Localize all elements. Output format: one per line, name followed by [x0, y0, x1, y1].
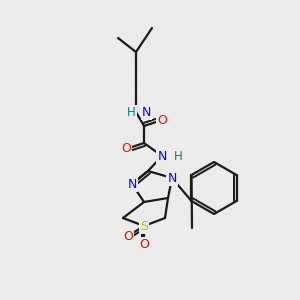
Text: O: O [139, 238, 149, 250]
Text: O: O [123, 230, 133, 242]
Text: N: N [127, 178, 137, 190]
Text: H: H [127, 106, 136, 118]
Text: H: H [174, 149, 183, 163]
Text: S: S [140, 220, 148, 232]
Text: N: N [142, 106, 152, 118]
Text: O: O [157, 113, 167, 127]
Text: N: N [157, 149, 167, 163]
Text: O: O [121, 142, 131, 155]
Text: N: N [167, 172, 177, 184]
